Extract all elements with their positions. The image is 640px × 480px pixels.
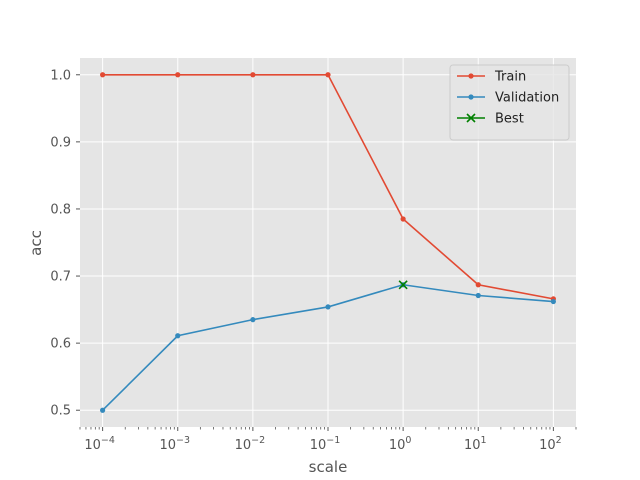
data-point-train [475, 282, 481, 288]
legend-marker [466, 113, 476, 123]
data-point-validation [175, 333, 181, 339]
legend-marker [468, 73, 474, 79]
x-tick-label: 10−2 [235, 435, 266, 453]
x-tick-label: 10−1 [310, 435, 341, 453]
y-tick-label: 0.7 [50, 270, 71, 285]
legend-box [449, 64, 570, 141]
x-tick-label: 100 [389, 435, 412, 453]
legend-label: Best [495, 112, 524, 127]
data-point-validation [325, 304, 331, 310]
legend-marker [468, 94, 474, 100]
legend-item: Best [457, 112, 524, 127]
x-minor-ticks [79, 427, 577, 430]
data-point-train [100, 72, 106, 78]
legend-label: Train [494, 70, 526, 85]
legend-label: Validation [495, 91, 559, 106]
x-tick-label: 102 [539, 435, 562, 453]
y-ticks: 0.5 0.6 0.7 0.8 0.9 1.0 [50, 68, 80, 419]
y-tick-label: 0.9 [50, 135, 71, 150]
grid [80, 58, 576, 427]
legend-item: Validation [457, 91, 559, 106]
data-point-train [325, 72, 331, 78]
data-point-validation [550, 298, 556, 305]
data-point-validation [100, 407, 106, 413]
data-point-validation [250, 317, 256, 323]
y-tick-label: 0.8 [50, 202, 71, 217]
data-point-train [250, 72, 256, 78]
best-marker-stroke [398, 280, 408, 290]
y-tick-label: 0.5 [50, 404, 71, 419]
y-tick-label: 1.0 [50, 68, 71, 83]
y-tick-label: 0.6 [50, 337, 71, 352]
data-point-train [400, 216, 406, 222]
y-axis-label: acc [27, 230, 45, 256]
x-axis-label: scale [309, 458, 348, 476]
x-tick-label: 10−3 [159, 435, 190, 453]
legend: Train Validation Best [449, 64, 570, 141]
x-tick-label: 101 [464, 435, 487, 453]
data-point-validation [475, 292, 481, 299]
legend-item: Train [457, 70, 526, 85]
data-point-train [175, 72, 181, 78]
x-tick-label: 10−4 [84, 435, 115, 453]
x-ticks: 10−4 10−3 10−2 10−1 100 101 102 [84, 427, 562, 453]
series-layer [100, 72, 556, 413]
best-marker [398, 280, 408, 290]
